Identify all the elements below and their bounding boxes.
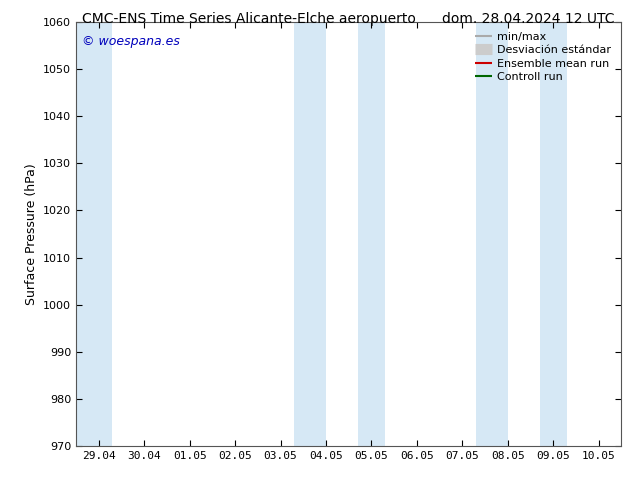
Text: CMC-ENS Time Series Alicante-Elche aeropuerto: CMC-ENS Time Series Alicante-Elche aerop… bbox=[82, 12, 417, 26]
Bar bbox=[476, 22, 508, 446]
Text: © woespana.es: © woespana.es bbox=[82, 35, 179, 48]
Bar bbox=[76, 22, 112, 446]
Bar bbox=[540, 22, 567, 446]
Legend: min/max, Desviación estándar, Ensemble mean run, Controll run: min/max, Desviación estándar, Ensemble m… bbox=[470, 27, 616, 87]
Bar bbox=[358, 22, 385, 446]
Text: dom. 28.04.2024 12 UTC: dom. 28.04.2024 12 UTC bbox=[443, 12, 615, 26]
Y-axis label: Surface Pressure (hPa): Surface Pressure (hPa) bbox=[25, 163, 37, 305]
Bar bbox=[294, 22, 326, 446]
